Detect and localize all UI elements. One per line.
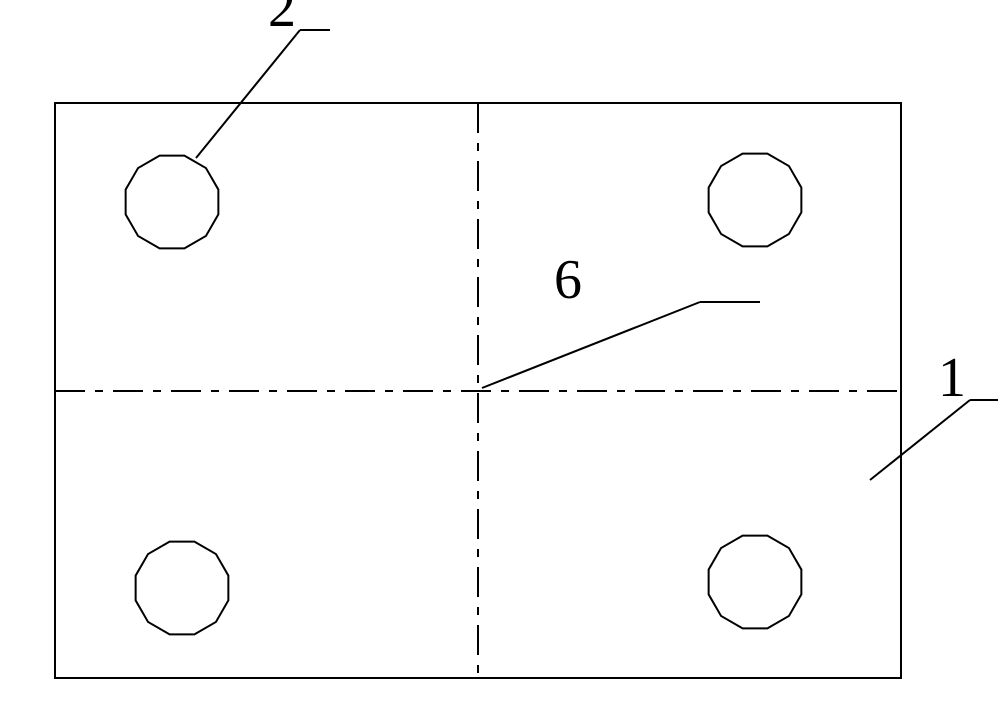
leader-label2	[196, 30, 300, 158]
hole-2	[709, 154, 802, 247]
label6: 6	[554, 248, 582, 312]
diagram-svg	[0, 0, 1000, 704]
hole-1	[126, 156, 219, 249]
label2: 2	[268, 0, 296, 40]
label1: 1	[938, 346, 966, 410]
leader-label6	[482, 302, 700, 388]
hole-3	[136, 542, 229, 635]
leader-label1	[870, 400, 970, 480]
hole-4	[709, 536, 802, 629]
